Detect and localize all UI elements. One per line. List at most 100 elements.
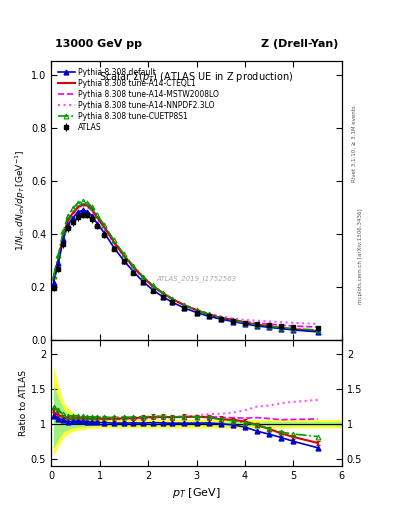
Pythia 8.308 tune-A14-MSTW2008LO — [170, 296, 174, 302]
Pythia 8.308 tune-A14-CTEQL1 — [85, 202, 90, 208]
Pythia 8.308 tune-A14-MSTW2008LO — [131, 264, 136, 270]
Pythia 8.308 tune-CUETP8S1 — [279, 325, 284, 331]
Pythia 8.308 tune-A14-MSTW2008LO — [267, 321, 272, 327]
Text: Scalar $\Sigma(p_T)$ (ATLAS UE in Z production): Scalar $\Sigma(p_T)$ (ATLAS UE in Z prod… — [99, 70, 294, 84]
Pythia 8.308 tune-CUETP8S1 — [194, 307, 199, 313]
Pythia 8.308 tune-CUETP8S1 — [102, 222, 107, 228]
Pythia 8.308 tune-CUETP8S1 — [121, 251, 126, 257]
Pythia 8.308 default — [315, 329, 320, 335]
Pythia 8.308 tune-A14-NNPDF2.3LO — [112, 240, 116, 246]
Pythia 8.308 tune-A14-MSTW2008LO — [279, 322, 284, 328]
Pythia 8.308 tune-A14-NNPDF2.3LO — [80, 203, 85, 209]
Pythia 8.308 tune-A14-NNPDF2.3LO — [194, 307, 199, 313]
Pythia 8.308 tune-CUETP8S1 — [160, 290, 165, 296]
Pythia 8.308 tune-CUETP8S1 — [255, 322, 259, 328]
Pythia 8.308 tune-A14-NNPDF2.3LO — [206, 310, 211, 316]
Pythia 8.308 tune-A14-CTEQL1 — [56, 257, 61, 263]
Pythia 8.308 default — [160, 293, 165, 300]
Pythia 8.308 default — [121, 258, 126, 264]
Pythia 8.308 tune-A14-MSTW2008LO — [56, 258, 61, 264]
Pythia 8.308 tune-A14-MSTW2008LO — [95, 215, 99, 221]
Pythia 8.308 tune-A14-MSTW2008LO — [291, 323, 296, 329]
Pythia 8.308 tune-A14-NNPDF2.3LO — [315, 321, 320, 327]
Pythia 8.308 tune-A14-NNPDF2.3LO — [160, 290, 165, 296]
Pythia 8.308 tune-A14-NNPDF2.3LO — [71, 211, 75, 218]
Pythia 8.308 tune-CUETP8S1 — [206, 311, 211, 317]
Pythia 8.308 tune-A14-CTEQL1 — [80, 201, 85, 207]
Pythia 8.308 default — [66, 222, 70, 228]
Pythia 8.308 tune-A14-MSTW2008LO — [219, 314, 223, 321]
Pythia 8.308 tune-A14-MSTW2008LO — [51, 278, 56, 284]
Pythia 8.308 tune-A14-NNPDF2.3LO — [56, 259, 61, 265]
Pythia 8.308 tune-A14-MSTW2008LO — [71, 211, 75, 217]
Pythia 8.308 tune-A14-CTEQL1 — [291, 326, 296, 332]
Pythia 8.308 tune-A14-CTEQL1 — [61, 232, 66, 239]
Pythia 8.308 tune-A14-CTEQL1 — [182, 302, 187, 308]
Pythia 8.308 tune-A14-MSTW2008LO — [315, 324, 320, 330]
Pythia 8.308 default — [170, 299, 174, 305]
Text: ATLAS_2019_I1752563: ATLAS_2019_I1752563 — [156, 275, 237, 282]
Pythia 8.308 tune-A14-NNPDF2.3LO — [85, 204, 90, 210]
Pythia 8.308 tune-CUETP8S1 — [80, 198, 85, 204]
Pythia 8.308 tune-A14-CTEQL1 — [279, 325, 284, 331]
Pythia 8.308 tune-A14-MSTW2008LO — [151, 283, 155, 289]
Pythia 8.308 tune-A14-CTEQL1 — [95, 214, 99, 220]
Pythia 8.308 tune-A14-MSTW2008LO — [255, 320, 259, 326]
Pythia 8.308 default — [242, 321, 247, 327]
Pythia 8.308 tune-A14-NNPDF2.3LO — [95, 216, 99, 222]
Y-axis label: $1/N_{\rm ch}\,dN_{\rm ch}/dp_T\,[{\rm GeV}^{-1}]$: $1/N_{\rm ch}\,dN_{\rm ch}/dp_T\,[{\rm G… — [14, 150, 28, 251]
Line: Pythia 8.308 default: Pythia 8.308 default — [51, 208, 320, 334]
Pythia 8.308 tune-CUETP8S1 — [151, 283, 155, 289]
Pythia 8.308 default — [231, 318, 235, 325]
Text: 13000 GeV pp: 13000 GeV pp — [55, 38, 142, 49]
Pythia 8.308 tune-A14-NNPDF2.3LO — [231, 315, 235, 322]
Pythia 8.308 tune-A14-NNPDF2.3LO — [121, 253, 126, 260]
Pythia 8.308 tune-CUETP8S1 — [291, 326, 296, 332]
Text: Z (Drell-Yan): Z (Drell-Yan) — [261, 38, 338, 49]
Pythia 8.308 default — [75, 209, 80, 216]
Pythia 8.308 tune-A14-MSTW2008LO — [194, 307, 199, 313]
Pythia 8.308 tune-A14-CTEQL1 — [90, 207, 95, 213]
Pythia 8.308 default — [194, 309, 199, 315]
Pythia 8.308 tune-A14-MSTW2008LO — [160, 290, 165, 296]
Pythia 8.308 tune-A14-NNPDF2.3LO — [279, 319, 284, 325]
Pythia 8.308 tune-A14-MSTW2008LO — [61, 234, 66, 240]
Pythia 8.308 tune-A14-CTEQL1 — [121, 252, 126, 259]
Pythia 8.308 tune-A14-CTEQL1 — [51, 277, 56, 283]
Pythia 8.308 default — [182, 305, 187, 311]
Pythia 8.308 tune-A14-NNPDF2.3LO — [131, 265, 136, 271]
Pythia 8.308 tune-CUETP8S1 — [71, 205, 75, 211]
Pythia 8.308 tune-A14-CTEQL1 — [102, 224, 107, 230]
Pythia 8.308 tune-A14-MSTW2008LO — [206, 311, 211, 317]
Pythia 8.308 tune-A14-CTEQL1 — [219, 315, 223, 321]
Pythia 8.308 default — [85, 208, 90, 215]
Pythia 8.308 tune-A14-CTEQL1 — [131, 264, 136, 270]
Pythia 8.308 tune-CUETP8S1 — [267, 323, 272, 329]
Pythia 8.308 tune-CUETP8S1 — [51, 273, 56, 279]
Pythia 8.308 tune-A14-CTEQL1 — [194, 307, 199, 313]
Pythia 8.308 default — [112, 245, 116, 251]
Pythia 8.308 default — [56, 260, 61, 266]
Pythia 8.308 tune-CUETP8S1 — [231, 317, 235, 324]
Pythia 8.308 tune-A14-NNPDF2.3LO — [90, 208, 95, 215]
Pythia 8.308 default — [267, 324, 272, 330]
Pythia 8.308 tune-CUETP8S1 — [141, 274, 145, 280]
Pythia 8.308 default — [141, 279, 145, 285]
Pythia 8.308 tune-CUETP8S1 — [66, 212, 70, 219]
Pythia 8.308 tune-A14-MSTW2008LO — [102, 225, 107, 231]
Pythia 8.308 default — [219, 316, 223, 322]
Pythia 8.308 tune-A14-MSTW2008LO — [231, 316, 235, 323]
Pythia 8.308 tune-A14-CTEQL1 — [160, 290, 165, 296]
Pythia 8.308 tune-A14-MSTW2008LO — [112, 240, 116, 246]
Pythia 8.308 tune-A14-NNPDF2.3LO — [170, 296, 174, 302]
Pythia 8.308 tune-CUETP8S1 — [219, 315, 223, 321]
Pythia 8.308 default — [90, 213, 95, 219]
Pythia 8.308 default — [279, 326, 284, 332]
Pythia 8.308 tune-A14-CTEQL1 — [231, 317, 235, 323]
Pythia 8.308 tune-CUETP8S1 — [315, 327, 320, 333]
Line: Pythia 8.308 tune-CUETP8S1: Pythia 8.308 tune-CUETP8S1 — [51, 199, 320, 332]
Pythia 8.308 default — [102, 230, 107, 236]
Pythia 8.308 tune-A14-MSTW2008LO — [242, 318, 247, 325]
Pythia 8.308 tune-A14-NNPDF2.3LO — [66, 219, 70, 225]
Pythia 8.308 tune-A14-MSTW2008LO — [90, 207, 95, 214]
